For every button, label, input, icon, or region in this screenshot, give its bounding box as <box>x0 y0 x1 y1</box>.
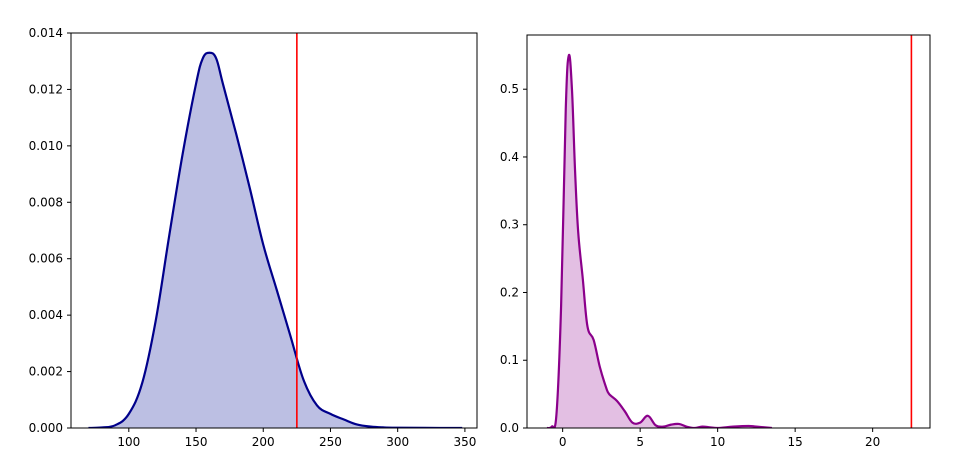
plot-area <box>546 35 913 428</box>
y-tick-label: 0.008 <box>29 195 63 209</box>
y-tick-label: 0.2 <box>500 285 519 299</box>
axes-frame <box>70 32 478 429</box>
y-tick-label: 0.006 <box>29 252 63 266</box>
x-tick-label: 100 <box>117 435 140 449</box>
x-tick-label: 10 <box>710 435 725 449</box>
y-tick-label: 0.010 <box>29 139 63 153</box>
y-tick-label: 0.014 <box>29 26 63 40</box>
y-tick-label: 0.004 <box>29 308 63 322</box>
x-tick-label: 200 <box>252 435 275 449</box>
y-tick-label: 0.0 <box>500 421 519 435</box>
chart-panel-right: 0 5 10 15 20 0.0 0.1 0.2 0.3 0.4 0.5 <box>500 34 931 449</box>
x-tick-label: 20 <box>865 435 880 449</box>
plot-area <box>88 33 463 428</box>
density-fill <box>547 54 772 428</box>
x-tick-label: 350 <box>453 435 476 449</box>
y-tick-label: 0.4 <box>500 150 519 164</box>
density-line <box>88 51 463 428</box>
y-tick-label: 0.1 <box>500 353 519 367</box>
x-tick-label: 150 <box>185 435 208 449</box>
y-tick-label: 0.5 <box>500 82 519 96</box>
density-fill <box>88 52 463 428</box>
x-tick-label: 15 <box>788 435 803 449</box>
x-tick-label: 5 <box>636 435 644 449</box>
x-tick-label: 0 <box>559 435 567 449</box>
x-tick-label: 300 <box>386 435 409 449</box>
y-tick-label: 0.3 <box>500 218 519 232</box>
axes-frame <box>526 34 931 429</box>
chart-panel-left: 100 150 200 250 300 350 0.000 0.002 0.004 0.006 0.… <box>29 26 478 449</box>
x-tick-label: 250 <box>319 435 342 449</box>
y-tick-label: 0.012 <box>29 82 63 96</box>
density-line <box>546 53 772 428</box>
y-tick-label: 0.002 <box>29 365 63 379</box>
y-tick-label: 0.000 <box>29 421 63 435</box>
